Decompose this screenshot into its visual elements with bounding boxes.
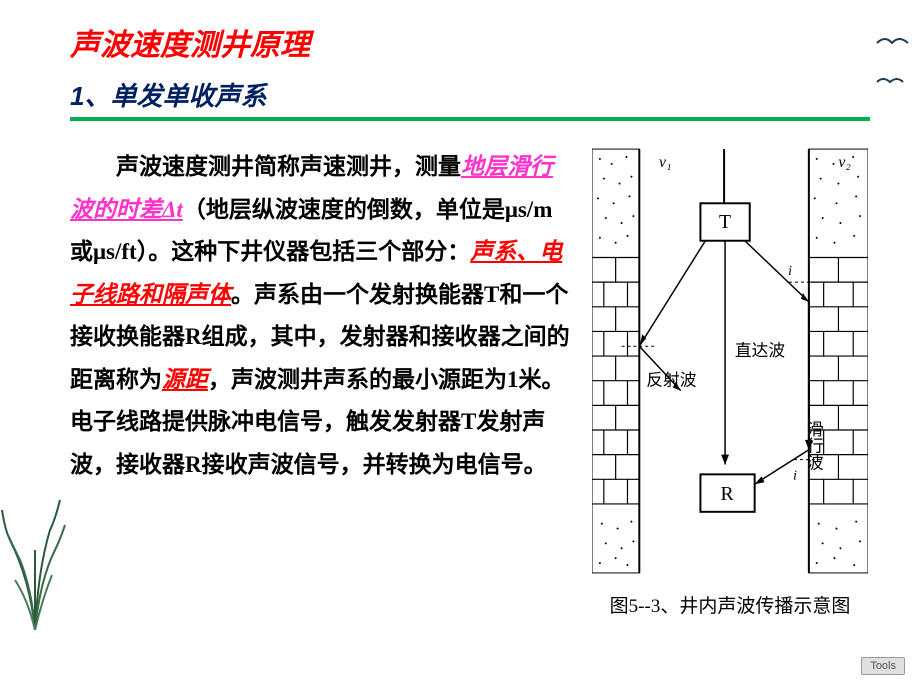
highlight-source-distance: 源距	[162, 367, 208, 392]
label-i-top: i	[788, 263, 792, 278]
plant-decoration	[0, 480, 70, 630]
main-paragraph: 声波速度测井简称声速测井，测量地层滑行波的时差Δt（地层纵波速度的倒数，单位是μ…	[70, 146, 575, 618]
wave-propagation-diagram: T i	[590, 146, 870, 576]
label-reflected-wave: 反射波	[646, 371, 697, 390]
bird-decoration-1	[875, 30, 910, 60]
tools-button[interactable]: Tools	[861, 657, 905, 675]
label-sliding-wave: 滑行波	[804, 420, 823, 471]
content-row: 声波速度测井简称声速测井，测量地层滑行波的时差Δt（地层纵波速度的倒数，单位是μ…	[70, 146, 870, 618]
slide-container: 声波速度测井原理 1、单发单收声系 声波速度测井简称声速测井，测量地层滑行波的时…	[0, 0, 920, 690]
text-segment-1: 声波速度测井简称声速测井，测量	[116, 154, 461, 179]
label-i-bottom: i	[793, 467, 797, 482]
diagram-caption: 图5--3、井内声波传播示意图	[590, 591, 870, 618]
bird-decoration-2	[875, 70, 905, 96]
label-v2: v₂	[838, 154, 851, 171]
page-title: 声波速度测井原理	[70, 20, 870, 64]
label-T: T	[719, 211, 731, 233]
page-subtitle: 1、单发单收声系	[70, 76, 870, 113]
label-direct-wave: 直达波	[735, 341, 786, 360]
divider-line	[70, 117, 870, 121]
label-v1: v₁	[659, 154, 671, 171]
label-R: R	[720, 483, 734, 505]
diagram-container: T i	[590, 146, 870, 618]
